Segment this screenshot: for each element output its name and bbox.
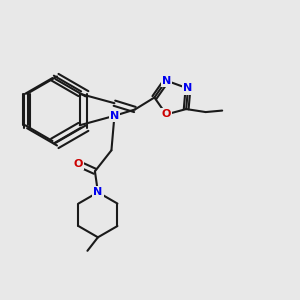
Text: N: N — [93, 187, 103, 197]
Text: N: N — [162, 76, 171, 85]
Text: N: N — [183, 83, 193, 94]
Text: O: O — [74, 159, 83, 169]
Text: N: N — [110, 111, 119, 121]
Text: O: O — [162, 110, 171, 119]
